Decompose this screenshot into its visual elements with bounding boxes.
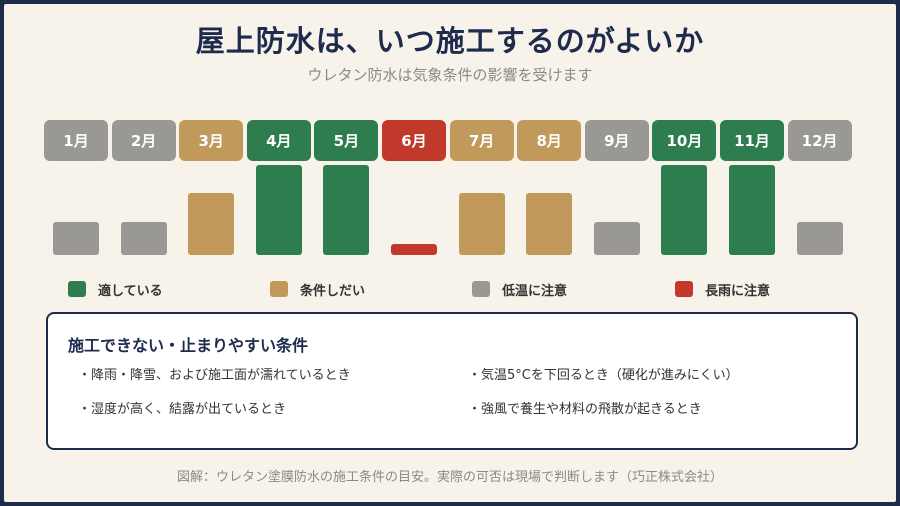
month-label-12: 12月 bbox=[787, 120, 852, 161]
page-title: 屋上防水は、いつ施工するのがよいか bbox=[195, 24, 705, 58]
month-bar-11 bbox=[729, 165, 775, 255]
conditions-box: 施工できない・止まりやすい条件 ・降雨・降雪、および施工面が濡れているとき ・気… bbox=[46, 312, 858, 450]
month-bar-8 bbox=[526, 193, 573, 255]
month-label-2: 2月 bbox=[111, 120, 176, 161]
month-label-10: 10月 bbox=[652, 120, 717, 161]
month-label-1: 1月 bbox=[44, 120, 108, 161]
month-bar-10 bbox=[661, 165, 708, 255]
legend-item-good: 適している bbox=[68, 279, 163, 299]
legend-swatch-good bbox=[68, 281, 86, 297]
month-label-11: 11月 bbox=[720, 120, 784, 161]
month-bar-6 bbox=[391, 244, 437, 255]
condition-item: ・気温5°Cを下回るとき（硬化が進みにくい） bbox=[468, 368, 739, 383]
legend-swatch-cold bbox=[472, 281, 490, 297]
month-label-6: 6月 bbox=[382, 120, 446, 161]
month-bar-3 bbox=[188, 193, 235, 255]
legend-swatch-conditional bbox=[270, 281, 288, 297]
legend-item-cold: 低温に注意 bbox=[472, 279, 567, 299]
month-bar-2 bbox=[120, 222, 167, 255]
month-label-3: 3月 bbox=[179, 120, 244, 161]
month-label-8: 8月 bbox=[517, 120, 582, 161]
month-row: 1月 2月 3月 4月 5月 6月 7月 8月 9月 10月 11月 12月 bbox=[44, 120, 856, 164]
condition-item: ・強風で養生や材料の飛散が起きるとき bbox=[468, 402, 702, 417]
condition-item: ・湿度が高く、結露が出ているとき bbox=[78, 402, 287, 417]
month-bar-5 bbox=[323, 165, 370, 255]
page-subtitle: ウレタン防水は気象条件の影響を受けます bbox=[307, 66, 593, 84]
month-bar-9 bbox=[593, 222, 640, 255]
month-label-7: 7月 bbox=[449, 120, 514, 161]
condition-item: ・降雨・降雪、および施工面が濡れているとき bbox=[78, 368, 351, 383]
legend-item-rain: 長雨に注意 bbox=[675, 279, 770, 299]
legend-item-conditional: 条件しだい bbox=[270, 279, 365, 299]
legend-label: 低温に注意 bbox=[502, 283, 568, 299]
month-label-5: 5月 bbox=[314, 120, 379, 161]
month-bar-4 bbox=[255, 165, 302, 255]
legend-label: 適している bbox=[98, 283, 163, 299]
legend-swatch-rain bbox=[675, 281, 693, 297]
legend-label: 長雨に注意 bbox=[705, 283, 771, 299]
footer-caption: 図解：ウレタン塗膜防水の施工条件の目安。実際の可否は現場で判断します（巧正株式会… bbox=[176, 470, 723, 485]
infographic-card: 屋上防水は、いつ施工するのがよいか ウレタン防水は気象条件の影響を受けます 1月… bbox=[4, 4, 896, 502]
month-bar-7 bbox=[458, 193, 505, 255]
month-bar-12 bbox=[796, 222, 843, 255]
conditions-title: 施工できない・止まりやすい条件 bbox=[68, 336, 309, 355]
month-label-9: 9月 bbox=[584, 120, 649, 161]
month-label-4: 4月 bbox=[246, 120, 311, 161]
month-bar-1 bbox=[53, 222, 99, 255]
legend-label: 条件しだい bbox=[300, 283, 366, 299]
